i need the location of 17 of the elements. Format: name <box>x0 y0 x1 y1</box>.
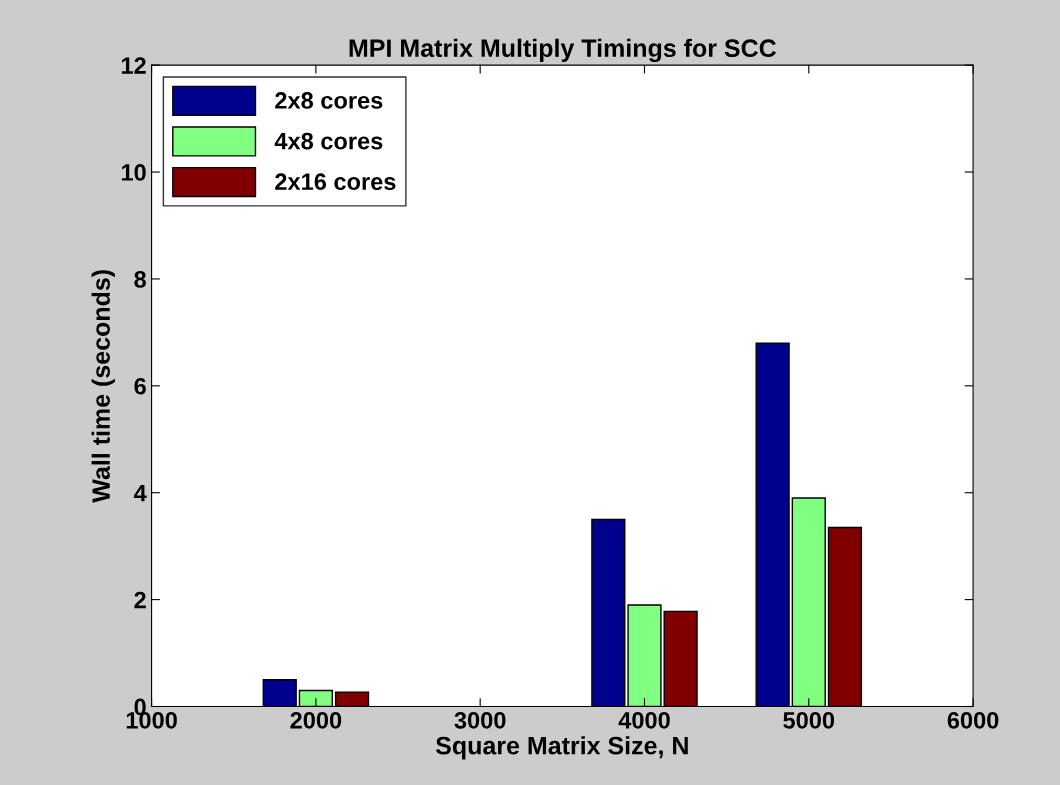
chart-title: MPI Matrix Multiply Timings for SCC <box>349 38 777 63</box>
x-tick-label: 6000 <box>947 711 999 729</box>
y-tick-label: 2 <box>134 591 146 609</box>
y-tick-label: 8 <box>134 271 146 288</box>
y-tick-label: 10 <box>121 164 146 181</box>
x-axis-title: Square Matrix Size, N <box>435 736 688 760</box>
x-tick-label: 3000 <box>454 711 506 729</box>
y-tick-label: 4 <box>133 485 147 502</box>
legend-label: 2x16 cores <box>275 173 396 191</box>
y-axis-title: Wall time (seconds) <box>91 270 115 503</box>
x-tick-label: 4000 <box>618 711 670 729</box>
legend-label: 2x8 cores <box>275 92 383 109</box>
x-tick-label: 2000 <box>290 711 342 729</box>
x-tick-label: 5000 <box>783 711 835 729</box>
y-tick-label: 12 <box>121 57 146 74</box>
legend-label: 4x8 cores <box>274 132 383 150</box>
y-tick-label: 6 <box>134 377 146 395</box>
